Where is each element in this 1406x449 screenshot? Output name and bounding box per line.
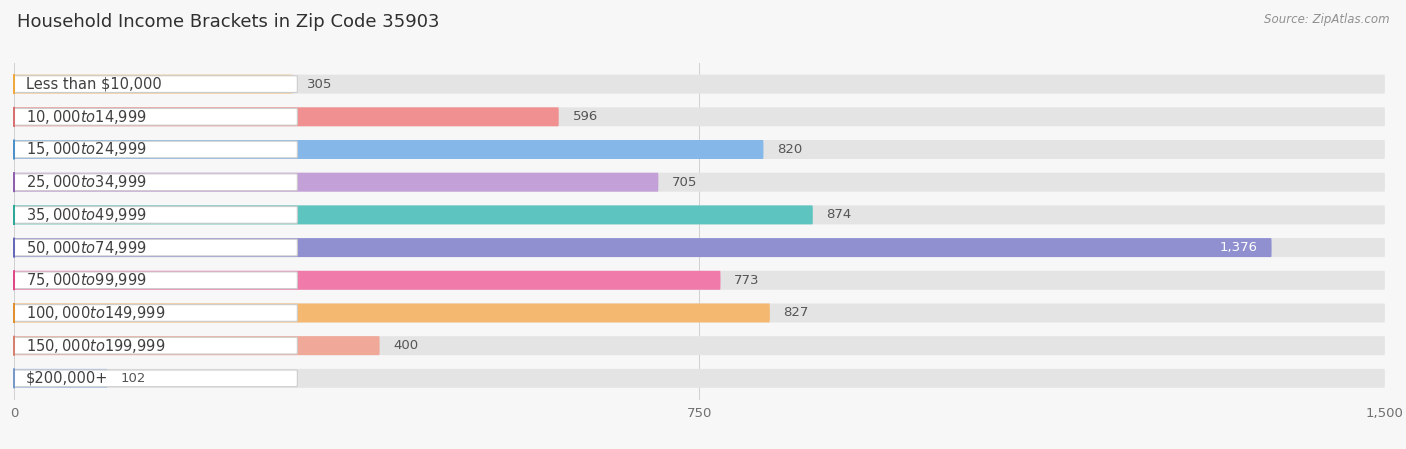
Text: Source: ZipAtlas.com: Source: ZipAtlas.com [1264,13,1389,26]
FancyBboxPatch shape [14,109,298,125]
FancyBboxPatch shape [14,173,1385,192]
FancyBboxPatch shape [14,173,658,192]
Text: 827: 827 [783,307,808,320]
FancyBboxPatch shape [14,238,1271,257]
FancyBboxPatch shape [14,141,298,158]
FancyBboxPatch shape [14,304,1385,322]
FancyBboxPatch shape [14,271,1385,290]
Text: $10,000 to $14,999: $10,000 to $14,999 [25,108,146,126]
FancyBboxPatch shape [14,336,1385,355]
FancyBboxPatch shape [14,205,1385,224]
Text: Household Income Brackets in Zip Code 35903: Household Income Brackets in Zip Code 35… [17,13,439,31]
Text: Less than $10,000: Less than $10,000 [25,77,162,92]
Text: $25,000 to $34,999: $25,000 to $34,999 [25,173,146,191]
FancyBboxPatch shape [14,174,298,190]
Text: $50,000 to $74,999: $50,000 to $74,999 [25,238,146,256]
FancyBboxPatch shape [14,369,1385,388]
FancyBboxPatch shape [14,369,107,388]
FancyBboxPatch shape [14,205,813,224]
Text: 596: 596 [572,110,598,123]
Text: $150,000 to $199,999: $150,000 to $199,999 [25,337,165,355]
FancyBboxPatch shape [14,107,1385,126]
FancyBboxPatch shape [14,76,298,92]
Text: 874: 874 [827,208,852,221]
Text: 773: 773 [734,274,759,287]
FancyBboxPatch shape [14,75,1385,93]
Text: $75,000 to $99,999: $75,000 to $99,999 [25,271,146,289]
Text: 305: 305 [307,78,332,91]
FancyBboxPatch shape [14,107,558,126]
FancyBboxPatch shape [14,271,720,290]
Text: $35,000 to $49,999: $35,000 to $49,999 [25,206,146,224]
FancyBboxPatch shape [14,337,298,354]
FancyBboxPatch shape [14,140,1385,159]
FancyBboxPatch shape [14,239,298,256]
Text: $200,000+: $200,000+ [25,371,108,386]
Text: 1,376: 1,376 [1220,241,1258,254]
FancyBboxPatch shape [14,75,292,93]
FancyBboxPatch shape [14,207,298,223]
Text: $100,000 to $149,999: $100,000 to $149,999 [25,304,165,322]
FancyBboxPatch shape [14,272,298,289]
FancyBboxPatch shape [14,140,763,159]
FancyBboxPatch shape [14,370,298,387]
Text: 820: 820 [778,143,803,156]
Text: 102: 102 [121,372,146,385]
FancyBboxPatch shape [14,238,1385,257]
FancyBboxPatch shape [14,304,770,322]
Text: 400: 400 [394,339,419,352]
FancyBboxPatch shape [14,336,380,355]
FancyBboxPatch shape [14,304,298,321]
Text: $15,000 to $24,999: $15,000 to $24,999 [25,141,146,158]
Text: 705: 705 [672,176,697,189]
